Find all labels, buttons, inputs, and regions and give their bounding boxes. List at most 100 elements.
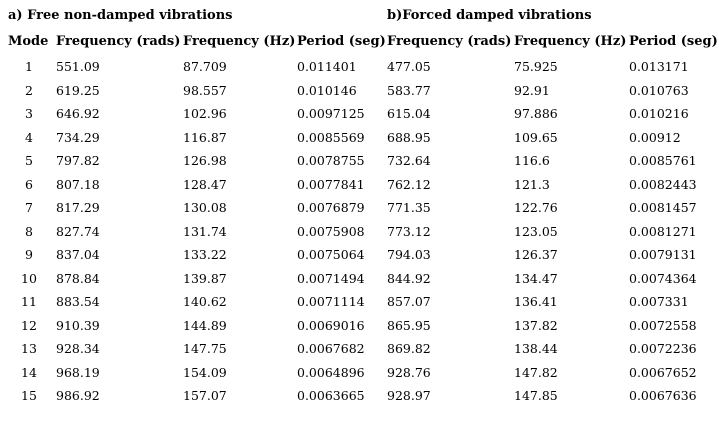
a-period-cell: 0.010146 [297, 82, 357, 98]
a-frequency-hz-cell: 102.96 [183, 106, 227, 121]
table-row: 15 986.92 157.07 0.0063665 928.97 147.85 0.006… [0, 385, 719, 407]
table-row: 10 878.84 139.87 0.0071494 844.92 134.47 0.007… [0, 268, 719, 290]
b-frequency-rads-cell: 762.12 [387, 176, 431, 192]
a-period-cell: 0.0076879 [297, 200, 365, 215]
b-frequency-hz-cell: 92.91 [514, 82, 550, 98]
b-frequency-rads-cell: 928.97 [387, 388, 431, 403]
a-frequency-rads-cell: 797.82 [56, 153, 100, 168]
a-frequency-hz-cell: 154.09 [183, 364, 227, 380]
b-frequency-rads-cell: 688.95 [387, 129, 431, 145]
table-row: 9 837.04 133.22 0.0075064 794.03 126.37 0.0079… [0, 244, 719, 266]
table-row: 12 910.39 144.89 0.0069016 865.95 137.82 0.007… [0, 315, 719, 337]
mode-cell: 8 [25, 223, 33, 239]
mode-cell: 2 [25, 82, 33, 98]
a-period-cell: 0.011401 [297, 59, 357, 74]
mode-cell: 9 [25, 247, 33, 262]
a-period-cell: 0.0077841 [297, 176, 365, 192]
a-period-cell: 0.0067682 [297, 341, 365, 356]
a-frequency-rads-cell: 646.92 [56, 106, 100, 121]
a-frequency-rads-cell: 986.92 [56, 388, 100, 403]
table-row: 13 928.34 147.75 0.0067682 869.82 138.44 0.007… [0, 338, 719, 360]
table-row: 11 883.54 140.62 0.0071114 857.07 136.41 0.007… [0, 291, 719, 313]
a-frequency-rads-cell: 807.18 [56, 176, 100, 192]
b-frequency-hz-cell: 136.41 [514, 294, 558, 309]
table-row: 4 734.29 116.87 0.0085569 688.95 109.65 0.0091… [0, 127, 719, 149]
section-b-title: b)Forced damped vibrations [387, 8, 592, 23]
a-frequency-hz-cell: 144.89 [183, 317, 227, 333]
a-period-cell: 0.0071494 [297, 270, 365, 286]
a-period-cell: 0.0097125 [297, 106, 365, 121]
b-period-cell: 0.0085761 [629, 153, 697, 168]
b-frequency-hz-cell: 97.886 [514, 106, 558, 121]
b-frequency-hz-cell: 109.65 [514, 129, 558, 145]
table-row: 2 619.25 98.557 0.010146 583.77 92.91 0.010763 [0, 80, 719, 102]
a-period-cell: 0.0078755 [297, 153, 365, 168]
table-row: 6 807.18 128.47 0.0077841 762.12 121.3 0.00824… [0, 174, 719, 196]
b-frequency-rads-cell: 732.64 [387, 153, 431, 168]
a-frequency-hz-cell: 87.709 [183, 59, 227, 74]
a-frequency-rads-cell: 928.34 [56, 341, 100, 356]
b-frequency-rads-cell: 794.03 [387, 247, 431, 262]
b-frequency-rads-cell: 615.04 [387, 106, 431, 121]
b-period-cell: 0.007331 [629, 294, 689, 309]
b-frequency-hz-cell: 75.925 [514, 59, 558, 74]
b-period-cell: 0.0081457 [629, 200, 697, 215]
a-frequency-hz-cell: 116.87 [183, 129, 227, 145]
header-a-frequency-rads: Frequency (rads) [56, 34, 181, 49]
b-frequency-hz-cell: 122.76 [514, 200, 558, 215]
b-period-cell: 0.0074364 [629, 270, 697, 286]
a-frequency-hz-cell: 98.557 [183, 82, 227, 98]
a-frequency-hz-cell: 140.62 [183, 294, 227, 309]
mode-cell: 12 [21, 317, 37, 333]
a-frequency-hz-cell: 139.87 [183, 270, 227, 286]
a-frequency-rads-cell: 827.74 [56, 223, 100, 239]
a-frequency-rads-cell: 878.84 [56, 270, 100, 286]
a-period-cell: 0.0075064 [297, 247, 365, 262]
b-frequency-rads-cell: 865.95 [387, 317, 431, 333]
a-frequency-rads-cell: 734.29 [56, 129, 100, 145]
b-frequency-hz-cell: 147.82 [514, 364, 558, 380]
mode-cell: 7 [25, 200, 33, 215]
header-b-frequency-hz: Frequency (Hz) [514, 34, 627, 49]
b-frequency-hz-cell: 116.6 [514, 153, 550, 168]
mode-cell: 15 [21, 388, 37, 403]
b-frequency-rads-cell: 771.35 [387, 200, 431, 215]
a-period-cell: 0.0064896 [297, 364, 365, 380]
a-frequency-rads-cell: 619.25 [56, 82, 100, 98]
a-frequency-rads-cell: 968.19 [56, 364, 100, 380]
mode-cell: 6 [25, 176, 33, 192]
header-a-frequency-hz: Frequency (Hz) [183, 34, 296, 49]
mode-cell: 1 [25, 59, 33, 74]
b-period-cell: 0.00912 [629, 129, 681, 145]
b-frequency-rads-cell: 583.77 [387, 82, 431, 98]
a-frequency-hz-cell: 126.98 [183, 153, 227, 168]
b-frequency-rads-cell: 869.82 [387, 341, 431, 356]
a-period-cell: 0.0085569 [297, 129, 365, 145]
a-period-cell: 0.0075908 [297, 223, 365, 239]
a-frequency-hz-cell: 128.47 [183, 176, 227, 192]
a-frequency-hz-cell: 130.08 [183, 200, 227, 215]
b-frequency-rads-cell: 773.12 [387, 223, 431, 239]
table-row: 14 968.19 154.09 0.0064896 928.76 147.82 0.006… [0, 362, 719, 384]
mode-cell: 13 [21, 341, 37, 356]
a-period-cell: 0.0069016 [297, 317, 365, 333]
b-period-cell: 0.0072236 [629, 341, 697, 356]
a-frequency-rads-cell: 837.04 [56, 247, 100, 262]
a-frequency-hz-cell: 131.74 [183, 223, 227, 239]
b-period-cell: 0.0072558 [629, 317, 697, 333]
header-b-frequency-rads: Frequency (rads) [387, 34, 512, 49]
table-row: 8 827.74 131.74 0.0075908 773.12 123.05 0.0081… [0, 221, 719, 243]
b-frequency-rads-cell: 844.92 [387, 270, 431, 286]
a-frequency-rads-cell: 910.39 [56, 317, 100, 333]
b-frequency-hz-cell: 137.82 [514, 317, 558, 333]
header-a-period: Period (seg) [297, 34, 386, 49]
b-period-cell: 0.0082443 [629, 176, 697, 192]
b-frequency-rads-cell: 928.76 [387, 364, 431, 380]
mode-cell: 11 [21, 294, 37, 309]
table-row: 1 551.09 87.709 0.011401 477.05 75.925 0.01317… [0, 56, 719, 78]
b-frequency-hz-cell: 134.47 [514, 270, 558, 286]
b-frequency-hz-cell: 147.85 [514, 388, 558, 403]
mode-cell: 10 [21, 270, 37, 286]
header-b-period: Period (seg) [629, 34, 718, 49]
mode-cell: 3 [25, 106, 33, 121]
